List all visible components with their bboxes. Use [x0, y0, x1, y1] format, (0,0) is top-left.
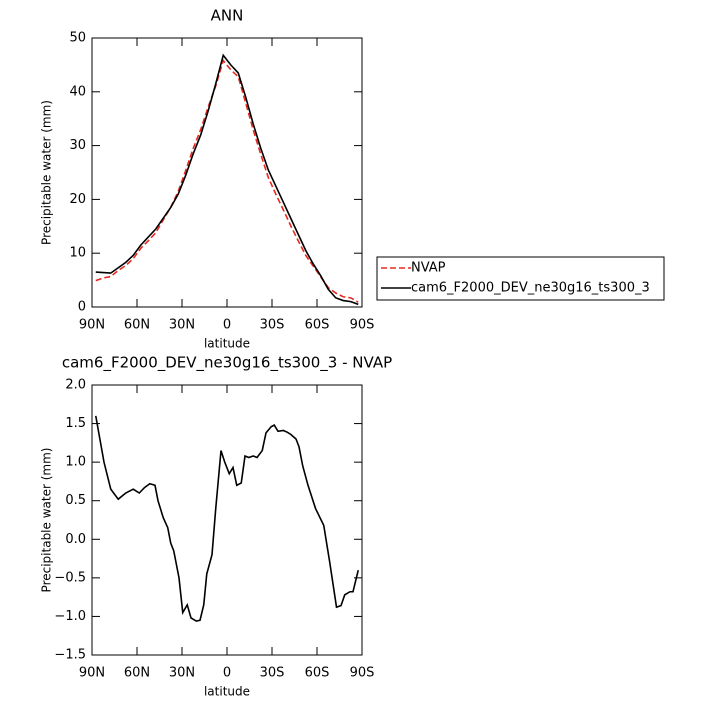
- x-tick-label: 60S: [305, 318, 330, 333]
- x-tick-label: 60N: [124, 318, 150, 333]
- y-tick-label: 1.5: [65, 416, 86, 431]
- x-tick-label: 30N: [169, 666, 195, 681]
- x-tick-label: 90N: [79, 666, 105, 681]
- y-tick-label: 0.0: [65, 532, 86, 547]
- x-tick-label: 0: [223, 666, 231, 681]
- y-tick-label: 10: [69, 246, 86, 261]
- x-tick-label: 60N: [124, 666, 150, 681]
- x-tick-label: 60S: [305, 666, 330, 681]
- x-tick-label: 30S: [260, 318, 285, 333]
- x-tick-label: 30S: [260, 666, 285, 681]
- y-tick-label: 30: [69, 138, 86, 153]
- x-tick-label: 0: [223, 318, 231, 333]
- x-tick-label: 90S: [350, 318, 375, 333]
- y-tick-label: 1.0: [65, 455, 86, 470]
- y-tick-label: 0.5: [65, 493, 86, 508]
- x-axis-label: latitude: [204, 337, 250, 351]
- legend-box: [376, 256, 665, 301]
- y-tick-label: −1.5: [54, 648, 86, 663]
- y-tick-label: 40: [69, 84, 86, 99]
- chart-title: ANN: [211, 7, 244, 25]
- data-line: [94, 415, 360, 622]
- y-tick-label: −0.5: [54, 570, 86, 585]
- y-tick-label: 20: [69, 192, 86, 207]
- y-tick-label: 50: [69, 31, 86, 46]
- data-line: [95, 53, 359, 306]
- chart-title: cam6_F2000_DEV_ne30g16_ts300_3 - NVAP: [62, 354, 392, 373]
- x-tick-label: 30N: [169, 318, 195, 333]
- y-tick-label: 2.0: [65, 378, 86, 393]
- y-axis-label: Precipitable water (mm): [40, 448, 54, 593]
- y-axis-label: Precipitable water (mm): [40, 100, 54, 245]
- x-tick-label: 90S: [350, 666, 375, 681]
- y-tick-label: −1.0: [54, 609, 86, 624]
- data-line: [95, 58, 359, 303]
- plot-frame: [91, 37, 363, 308]
- y-tick-label: 0: [78, 300, 86, 315]
- x-axis-label: latitude: [204, 685, 250, 699]
- legend-label: cam6_F2000_DEV_ne30g16_ts300_3: [411, 281, 650, 296]
- x-tick-label: 90N: [79, 318, 105, 333]
- legend-label: NVAP: [411, 261, 446, 276]
